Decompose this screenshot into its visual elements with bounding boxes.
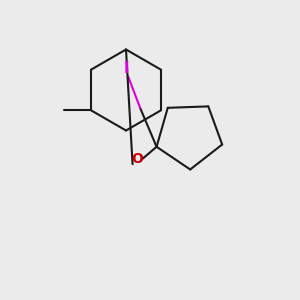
Text: O: O (131, 152, 143, 166)
Text: I: I (124, 61, 129, 76)
